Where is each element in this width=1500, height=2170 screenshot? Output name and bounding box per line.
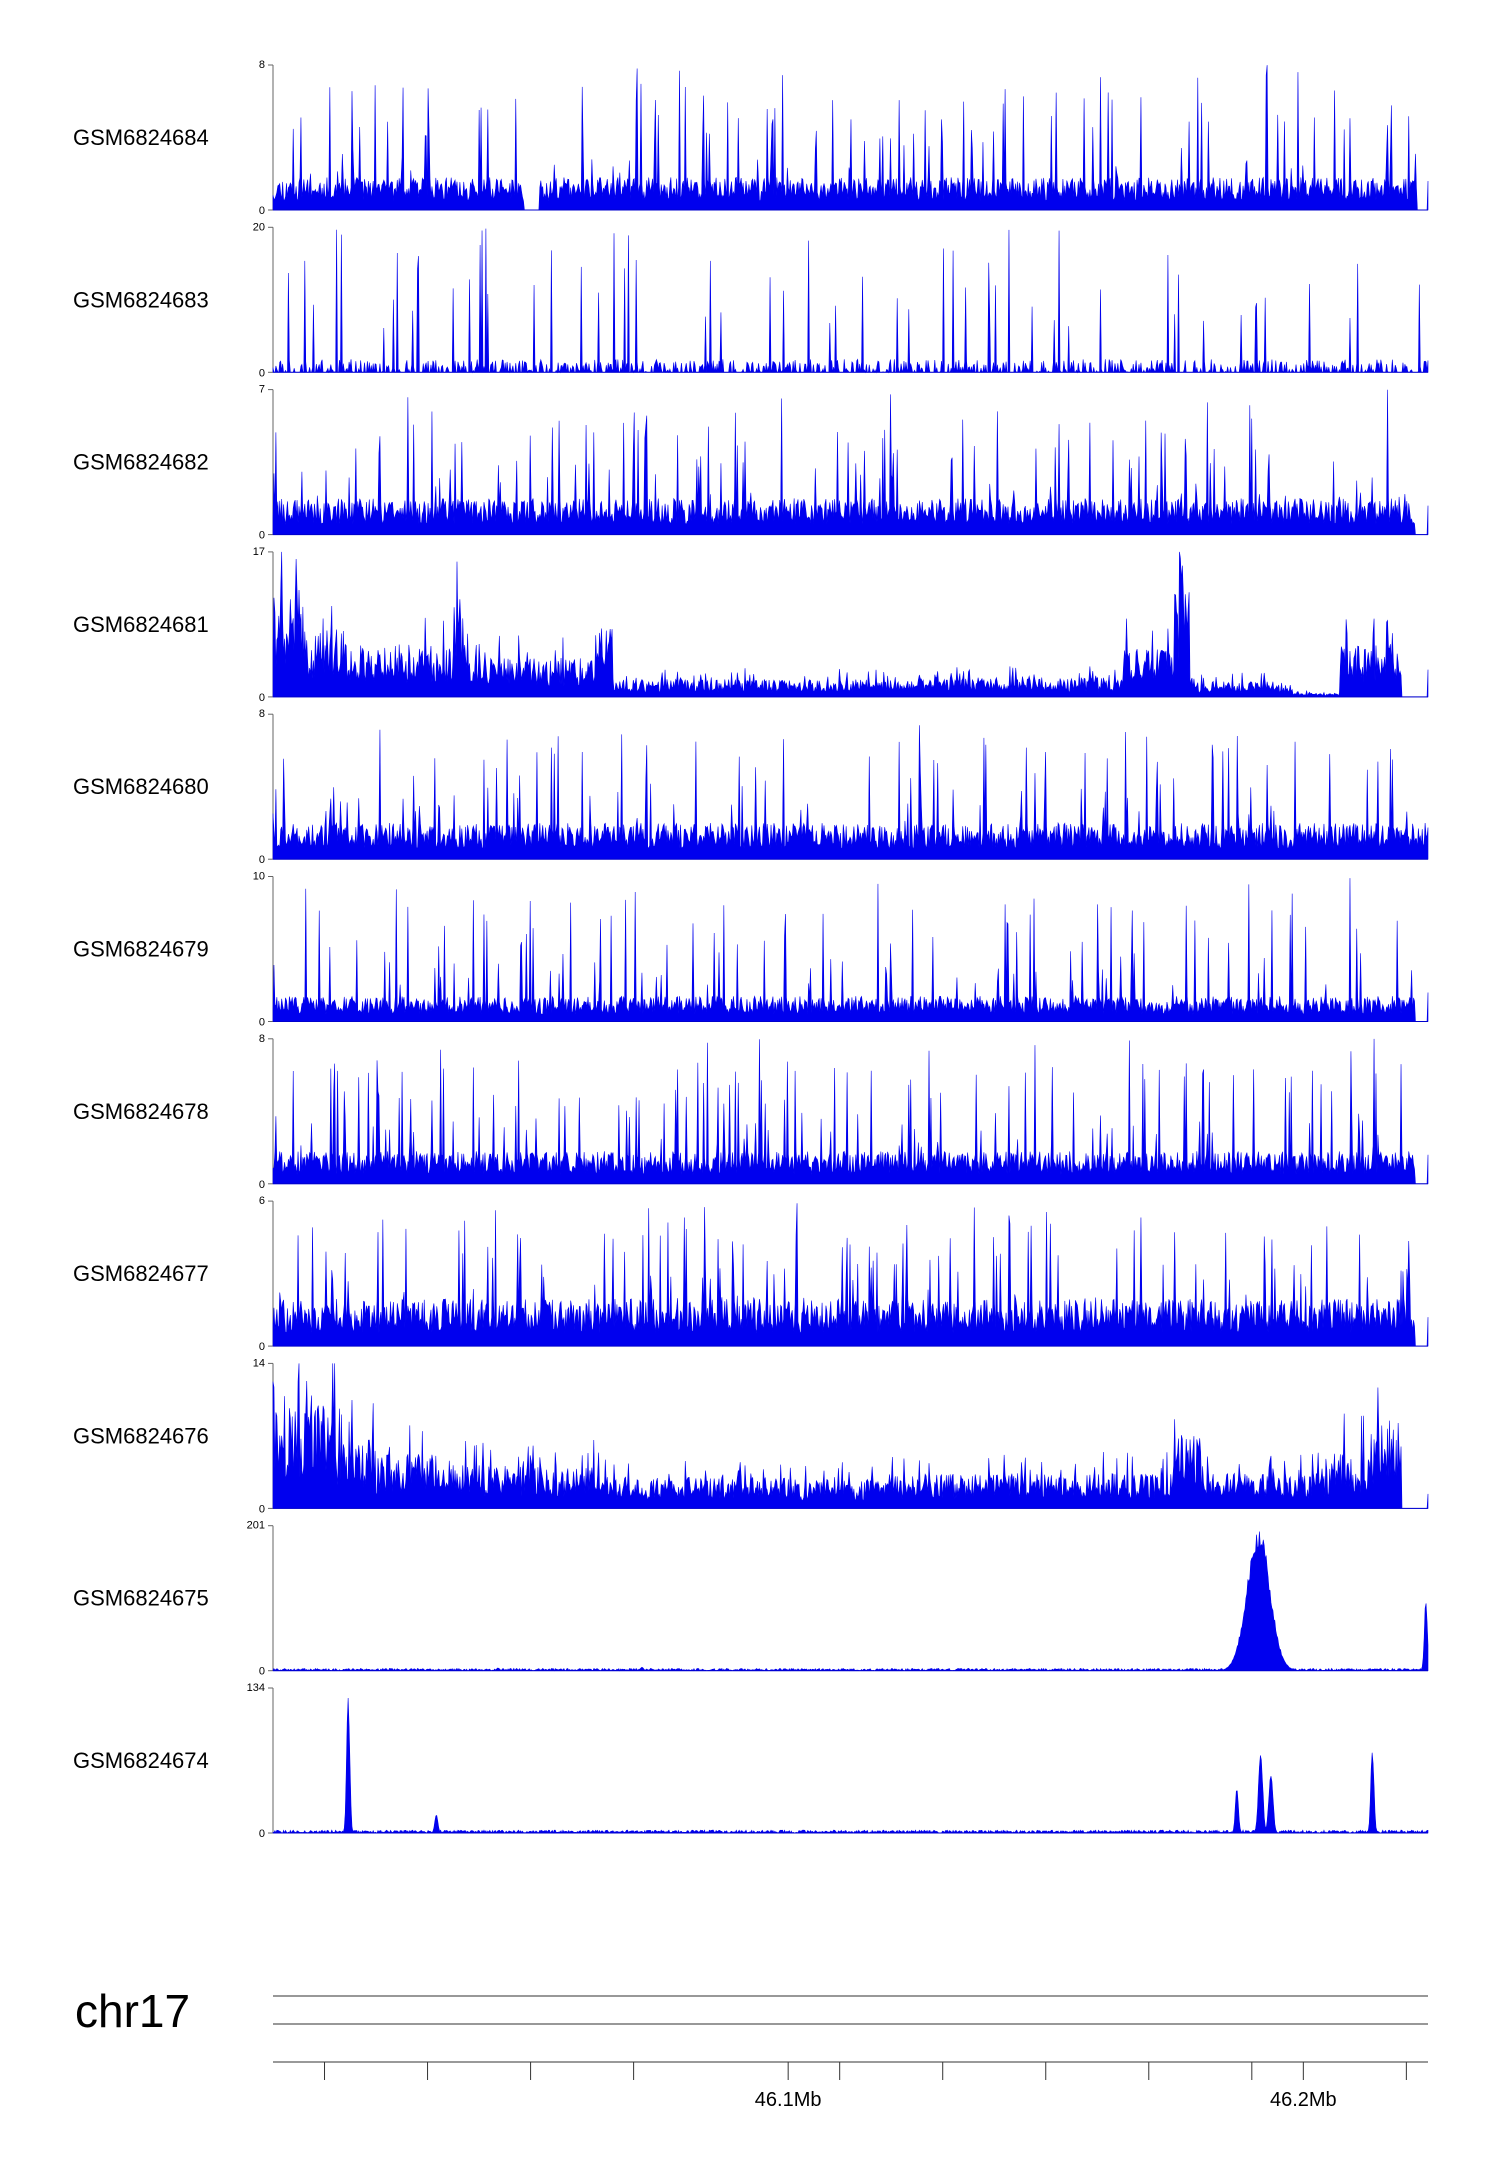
track-label: GSM6824680 bbox=[73, 774, 209, 799]
y-axis-max-label: 8 bbox=[259, 1033, 265, 1045]
signal-area bbox=[272, 1038, 1429, 1185]
track-label: GSM6824682 bbox=[73, 450, 209, 475]
track-label: GSM6824676 bbox=[73, 1423, 209, 1448]
track-GSM6824681: GSM6824681 17 0 bbox=[73, 546, 1429, 704]
track-label: GSM6824678 bbox=[73, 1099, 209, 1124]
y-axis-min-label: 0 bbox=[259, 854, 265, 866]
track-GSM6824675: GSM6824675 201 0 bbox=[73, 1520, 1429, 1678]
signal-area bbox=[272, 551, 1429, 698]
genomic-axis: chr17 46.1Mb 46.2Mb bbox=[75, 1985, 1428, 2111]
track-GSM6824683: GSM6824683 20 0 bbox=[73, 221, 1429, 379]
y-axis-min-label: 0 bbox=[259, 1179, 265, 1191]
signal-area bbox=[272, 1203, 1429, 1347]
y-axis-max-label: 7 bbox=[259, 384, 265, 396]
track-label: GSM6824684 bbox=[73, 125, 209, 150]
y-axis-max-label: 14 bbox=[253, 1357, 265, 1369]
track-GSM6824676: GSM6824676 14 0 bbox=[73, 1357, 1429, 1515]
signal-area bbox=[272, 878, 1429, 1022]
signal-area bbox=[272, 1531, 1429, 1672]
signal-area bbox=[272, 1363, 1429, 1509]
y-axis-min-label: 0 bbox=[259, 367, 265, 379]
track-label: GSM6824681 bbox=[73, 612, 209, 637]
y-axis-min-label: 0 bbox=[259, 1828, 265, 1840]
track-GSM6824682: GSM6824682 7 0 bbox=[73, 384, 1429, 542]
y-axis-max-label: 134 bbox=[247, 1682, 265, 1694]
signal-area bbox=[272, 725, 1429, 860]
track-GSM6824679: GSM6824679 10 0 bbox=[73, 871, 1429, 1029]
track-GSM6824684: GSM6824684 8 0 bbox=[73, 59, 1429, 217]
y-axis-min-label: 0 bbox=[259, 530, 265, 542]
y-axis-min-label: 0 bbox=[259, 1666, 265, 1678]
y-axis-max-label: 6 bbox=[259, 1195, 265, 1207]
y-axis-min-label: 0 bbox=[259, 205, 265, 217]
signal-area bbox=[272, 1698, 1429, 1834]
track-label: GSM6824679 bbox=[73, 937, 209, 962]
x-axis-tick-label: 46.1Mb bbox=[755, 2089, 822, 2111]
track-GSM6824680: GSM6824680 8 0 bbox=[73, 708, 1429, 866]
y-axis-max-label: 8 bbox=[259, 708, 265, 720]
y-axis-min-label: 0 bbox=[259, 1017, 265, 1029]
track-GSM6824677: GSM6824677 6 0 bbox=[73, 1195, 1429, 1353]
x-axis-tick-label: 46.2Mb bbox=[1270, 2089, 1337, 2111]
track-label: GSM6824674 bbox=[73, 1748, 209, 1773]
track-label: GSM6824677 bbox=[73, 1261, 209, 1286]
track-GSM6824678: GSM6824678 8 0 bbox=[73, 1033, 1429, 1191]
track-GSM6824674: GSM6824674 134 0 bbox=[73, 1682, 1429, 1840]
signal-area bbox=[272, 65, 1429, 211]
track-label: GSM6824675 bbox=[73, 1586, 209, 1611]
signal-area bbox=[272, 389, 1429, 535]
signal-area bbox=[272, 228, 1429, 374]
y-axis-min-label: 0 bbox=[259, 1341, 265, 1353]
y-axis-max-label: 8 bbox=[259, 59, 265, 71]
y-axis-max-label: 201 bbox=[247, 1520, 265, 1532]
y-axis-min-label: 0 bbox=[259, 692, 265, 704]
y-axis-max-label: 20 bbox=[253, 221, 265, 233]
track-panel: GSM682468480GSM6824683200GSM682468270GSM… bbox=[73, 59, 1429, 1840]
y-axis-min-label: 0 bbox=[259, 1503, 265, 1515]
track-label: GSM6824683 bbox=[73, 287, 209, 312]
y-axis-max-label: 17 bbox=[253, 546, 265, 558]
chromosome-label: chr17 bbox=[75, 1985, 190, 2037]
y-axis-max-label: 10 bbox=[253, 871, 265, 883]
